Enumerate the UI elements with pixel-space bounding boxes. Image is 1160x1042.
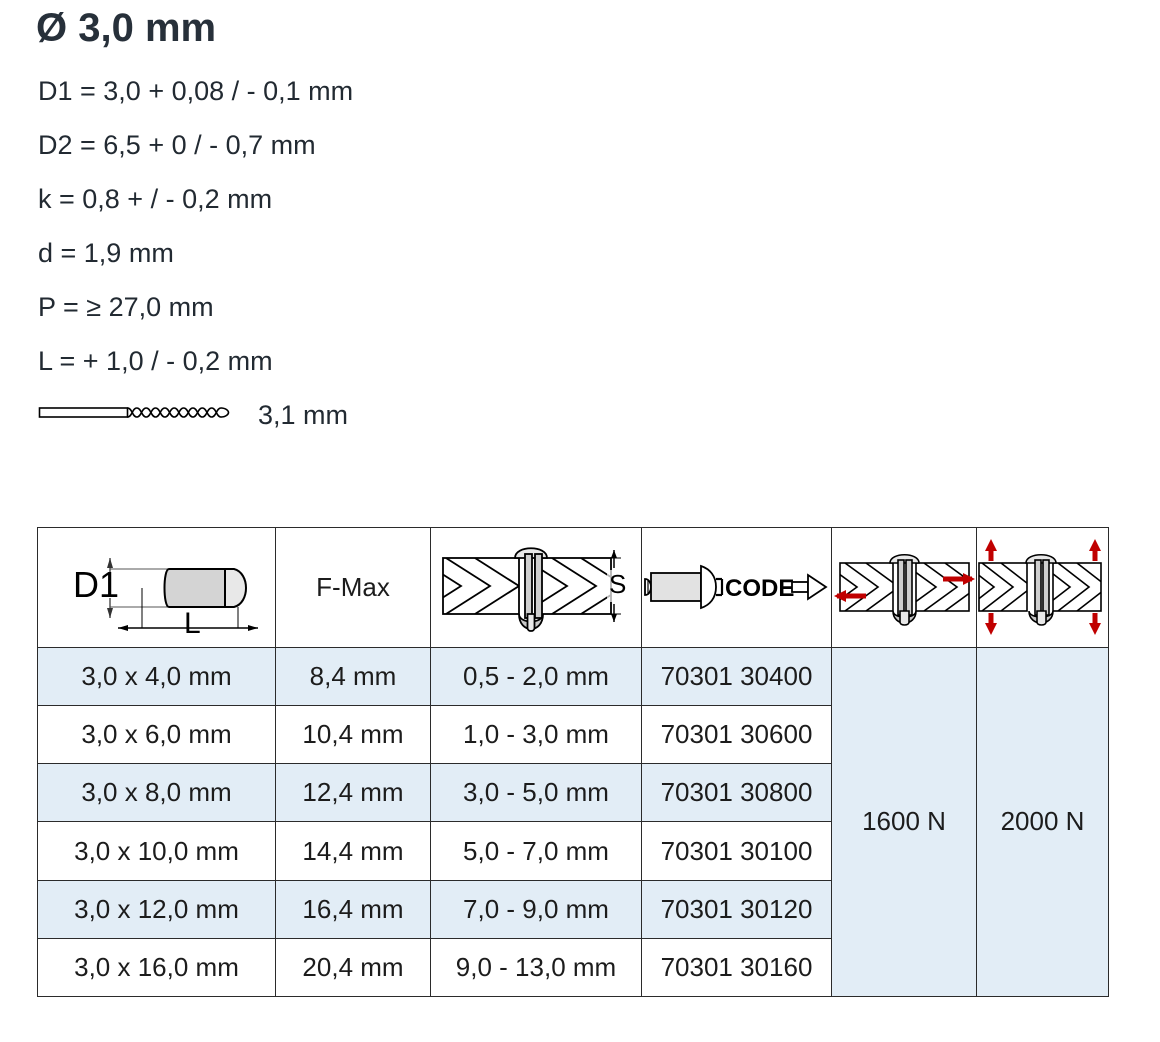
svg-text:D1: D1 [73, 564, 119, 605]
svg-text:S: S [609, 569, 626, 599]
svg-text:L: L [184, 607, 201, 640]
svg-text:CODE: CODE [725, 575, 794, 602]
